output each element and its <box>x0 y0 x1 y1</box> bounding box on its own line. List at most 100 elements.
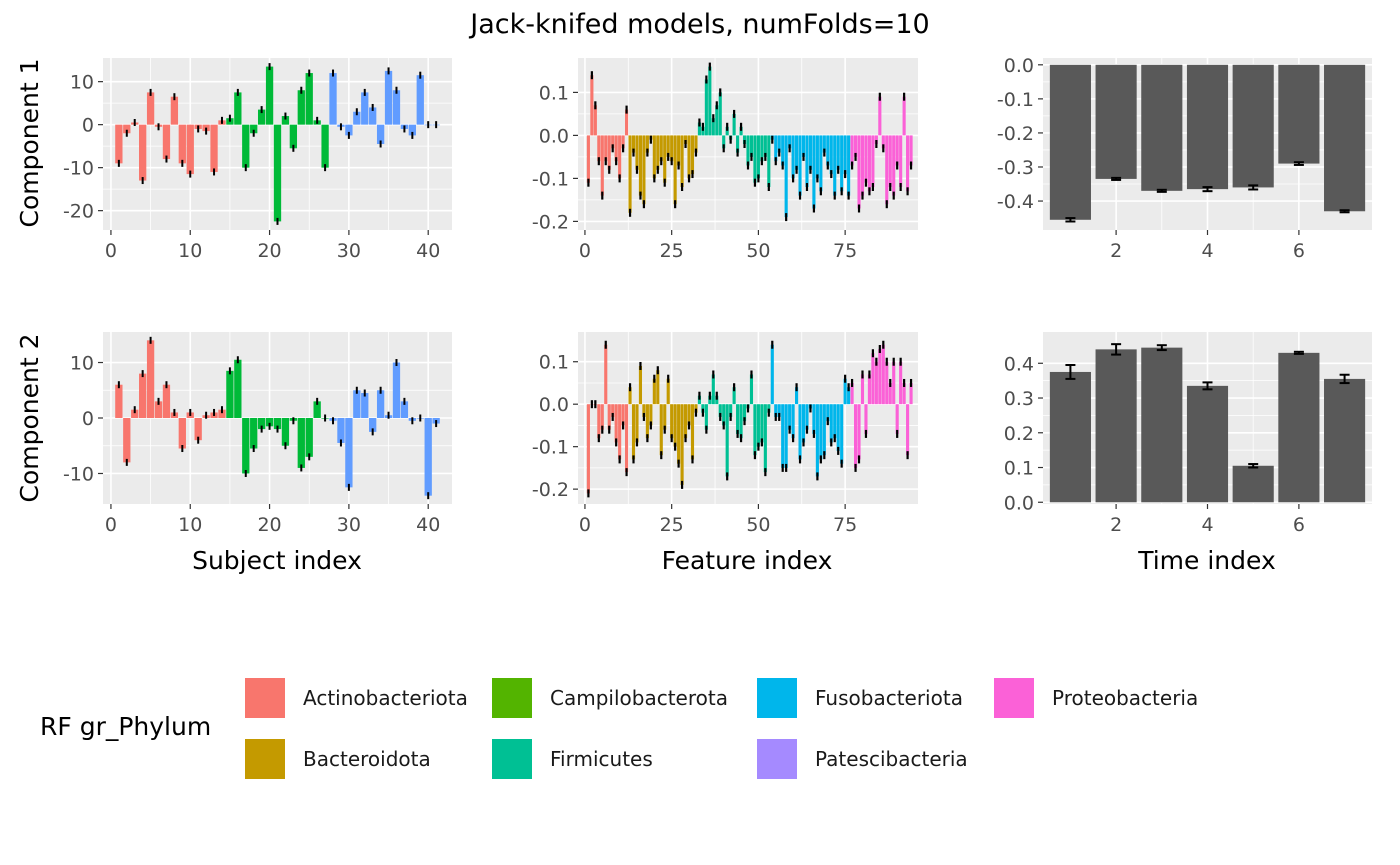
bar <box>652 135 656 179</box>
bar <box>812 135 816 209</box>
bar <box>781 404 785 468</box>
x-axis-title-3: Time index <box>1137 546 1276 575</box>
bar <box>666 135 670 157</box>
x-tick-label: 4 <box>1201 240 1213 262</box>
bar <box>798 404 802 460</box>
bar <box>874 361 878 405</box>
bar <box>670 135 674 162</box>
bar <box>297 90 305 125</box>
bar <box>1141 64 1183 191</box>
bar <box>642 404 646 417</box>
bar <box>888 382 892 405</box>
legend-swatch <box>243 737 287 781</box>
row-label-1: Component 1 <box>15 59 44 228</box>
bar <box>829 135 833 175</box>
bar <box>115 384 123 418</box>
bar <box>625 404 629 473</box>
bar <box>257 109 266 125</box>
bar <box>840 404 844 464</box>
legend-label: Actinobacteriota <box>303 686 468 710</box>
bar <box>815 135 819 179</box>
bar <box>376 390 385 418</box>
bar <box>607 135 611 170</box>
bar <box>611 135 615 149</box>
bar <box>711 118 715 136</box>
bar <box>680 135 684 187</box>
bar <box>1141 347 1183 503</box>
bar <box>628 135 632 213</box>
bar <box>902 382 906 405</box>
panel-5: -0.2 -0.1 0.0 0.1 0 25 50 75 <box>532 332 918 536</box>
bar <box>687 404 691 426</box>
legend-swatch <box>490 676 534 720</box>
bar <box>694 404 698 413</box>
y-tick-label: -10 <box>63 158 94 180</box>
y-tick-label: -0.1 <box>532 437 569 459</box>
bar <box>638 365 643 405</box>
x-tick-label: 4 <box>1201 514 1213 536</box>
panel-4: -10 0 10 0 10 20 30 40 <box>63 332 452 536</box>
y-tick-label: -20 <box>63 201 94 223</box>
bar <box>408 124 416 136</box>
bar <box>250 418 258 449</box>
bar <box>725 404 729 477</box>
bar <box>906 135 910 192</box>
legend-label: Campilobacterota <box>550 686 728 710</box>
x-tick-label: 50 <box>746 514 770 536</box>
bar <box>909 135 913 166</box>
bar <box>736 404 740 434</box>
bar <box>345 124 353 136</box>
bar <box>697 122 701 136</box>
bar <box>902 96 906 136</box>
bar <box>899 135 903 187</box>
bar <box>774 135 778 162</box>
bar <box>677 135 681 166</box>
bar <box>749 135 754 157</box>
panel-2: -0.2 -0.1 0.0 0.1 0 25 50 75 <box>532 58 918 262</box>
bar <box>593 105 597 136</box>
bar <box>864 404 868 434</box>
bar <box>888 135 892 187</box>
bar <box>739 404 743 439</box>
bar <box>1186 64 1229 190</box>
figure: Jack-knifed models, numFolds=10 Component… <box>15 9 1372 575</box>
bar <box>1049 64 1091 220</box>
bar <box>329 73 337 125</box>
legend-label: Proteobacteria <box>1052 686 1199 710</box>
bar <box>131 409 139 418</box>
x-tick-label: 40 <box>416 514 440 536</box>
bar <box>337 418 345 443</box>
bar <box>628 387 632 405</box>
x-tick-label: 25 <box>660 240 684 262</box>
bar <box>763 135 767 157</box>
bar <box>878 96 882 136</box>
bar <box>770 344 774 405</box>
figure-title: Jack-knifed models, numFolds=10 <box>468 9 929 40</box>
legend-title: RF gr_Phylum <box>40 712 212 741</box>
bar <box>777 404 781 417</box>
bar <box>1278 64 1320 164</box>
bar <box>618 135 622 179</box>
legend-item: Firmicutes <box>490 735 653 783</box>
bar <box>178 418 186 449</box>
bar <box>666 378 670 405</box>
bar <box>871 353 875 405</box>
bar <box>321 124 329 168</box>
legend-item: Actinobacteriota <box>243 674 468 722</box>
bar <box>146 92 155 125</box>
bar <box>376 124 385 144</box>
bar <box>860 374 865 405</box>
bar <box>819 404 823 460</box>
y-tick-label: 0 <box>82 408 94 430</box>
x-tick-label: 6 <box>1293 514 1305 536</box>
bar <box>843 378 847 405</box>
legend-item: Proteobacteria <box>992 674 1198 722</box>
bar <box>614 135 618 162</box>
bar <box>704 79 708 136</box>
bar <box>652 378 656 405</box>
bar <box>732 113 736 136</box>
bar <box>826 135 830 166</box>
bar <box>392 362 401 418</box>
x-tick-label: 75 <box>833 240 857 262</box>
bar <box>353 390 361 418</box>
